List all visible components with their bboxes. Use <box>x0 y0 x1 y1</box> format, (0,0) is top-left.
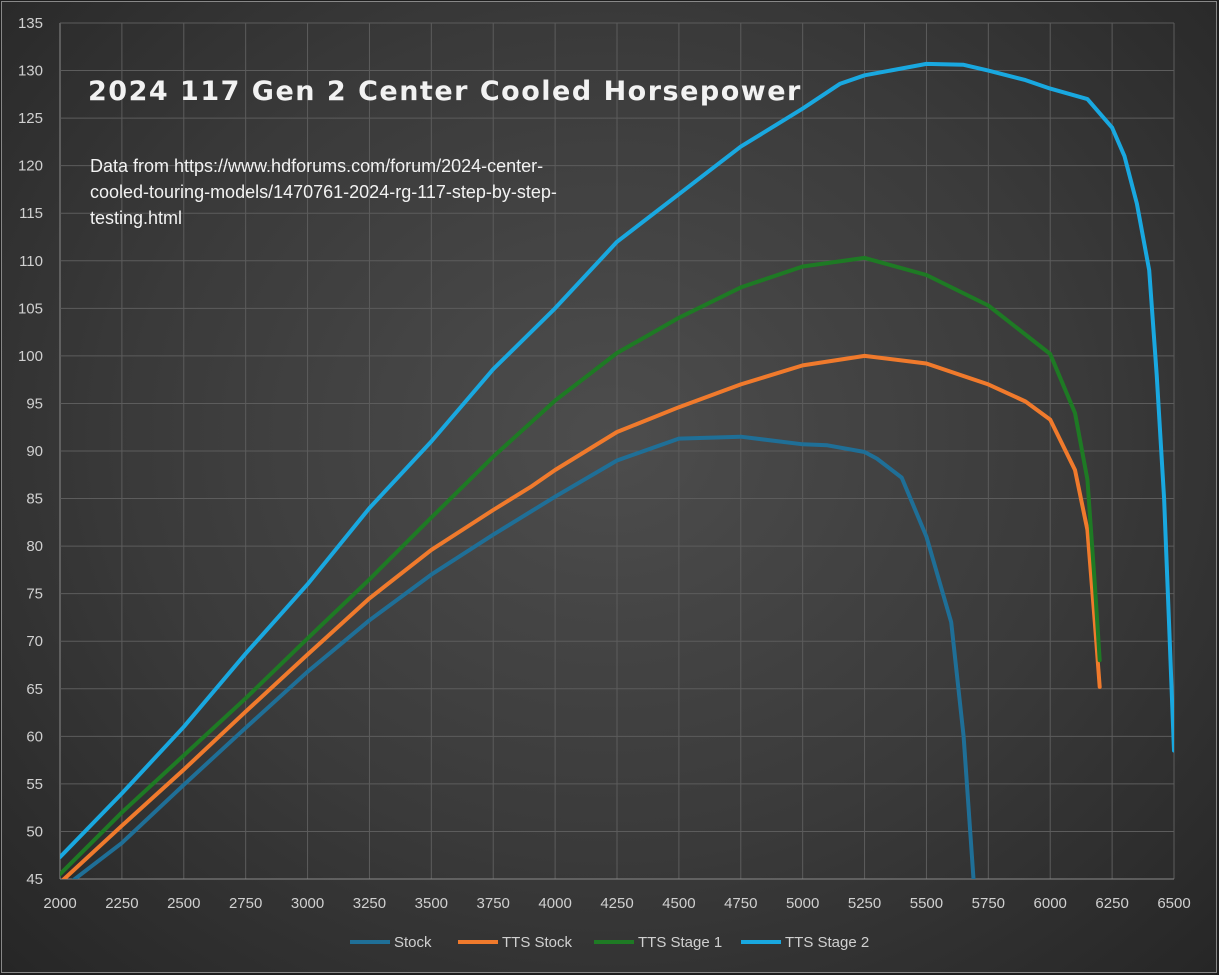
y-tick-label: 115 <box>19 205 43 222</box>
axis-ticks: 2000 2250 2500 2750 3000 3250 3500 3750 4000 4250… <box>18 15 1191 912</box>
series-line-stock <box>71 434 976 879</box>
x-tick-label: 5750 <box>972 895 1005 912</box>
series-line-tts-stage-2 <box>60 61 1174 860</box>
x-tick-label: 6250 <box>1095 895 1128 912</box>
x-tick-label: 4750 <box>724 895 757 912</box>
x-tick-label: 4250 <box>600 895 633 912</box>
legend-label: TTS Stage 1 <box>638 934 722 951</box>
legend-label: TTS Stage 2 <box>785 934 869 951</box>
x-tick-label: 5500 <box>910 895 943 912</box>
x-tick-label: 6000 <box>1034 895 1067 912</box>
source-note-line-3: testing.html <box>90 208 182 228</box>
source-note-line-2: cooled-touring-models/1470761-2024-rg-11… <box>90 182 557 202</box>
y-tick-label: 85 <box>26 491 43 508</box>
y-tick-label: 105 <box>18 300 43 317</box>
x-tick-label: 2000 <box>43 895 76 912</box>
y-tick-label: 125 <box>18 110 43 127</box>
x-tick-label: 3500 <box>415 895 448 912</box>
series-line-tts-stock <box>61 353 1102 879</box>
y-tick-label: 50 <box>26 823 43 840</box>
chart-title: 2024 117 Gen 2 Center Cooled Horsepower <box>88 76 802 107</box>
x-tick-label: 4000 <box>538 895 571 912</box>
x-tick-label: 3250 <box>353 895 386 912</box>
x-tick-label: 6500 <box>1157 895 1190 912</box>
y-tick-label: 45 <box>26 871 43 888</box>
y-tick-label: 70 <box>26 633 43 650</box>
grid <box>59 22 1175 880</box>
y-tick-label: 65 <box>26 681 43 698</box>
x-tick-label: 2500 <box>167 895 200 912</box>
y-tick-label: 60 <box>26 728 43 745</box>
y-tick-label: 90 <box>26 443 43 460</box>
legend-label: Stock <box>394 934 432 951</box>
y-tick-label: 55 <box>26 776 43 793</box>
x-tick-label: 2750 <box>229 895 262 912</box>
y-tick-label: 130 <box>18 63 43 80</box>
x-tick-label: 3000 <box>291 895 324 912</box>
legend: Stock TTS Stock TTS Stage 1 TTS Stage 2 <box>350 934 869 951</box>
x-tick-label: 4500 <box>662 895 695 912</box>
legend-label: TTS Stock <box>502 934 573 951</box>
x-tick-label: 5000 <box>786 895 819 912</box>
y-tick-label: 80 <box>26 538 43 555</box>
series-line-tts-stage-1 <box>60 255 1102 877</box>
x-tick-label: 2250 <box>105 895 138 912</box>
y-tick-label: 135 <box>18 15 43 32</box>
source-note-line-1: Data from https://www.hdforums.com/forum… <box>90 156 543 176</box>
x-tick-label: 3750 <box>477 895 510 912</box>
y-tick-label: 110 <box>19 253 43 270</box>
y-tick-label: 95 <box>26 395 43 412</box>
y-tick-label: 75 <box>26 586 43 603</box>
y-tick-label: 120 <box>18 158 43 175</box>
y-tick-label: 100 <box>18 348 43 365</box>
series-lines <box>60 61 1174 879</box>
x-tick-label: 5250 <box>848 895 881 912</box>
